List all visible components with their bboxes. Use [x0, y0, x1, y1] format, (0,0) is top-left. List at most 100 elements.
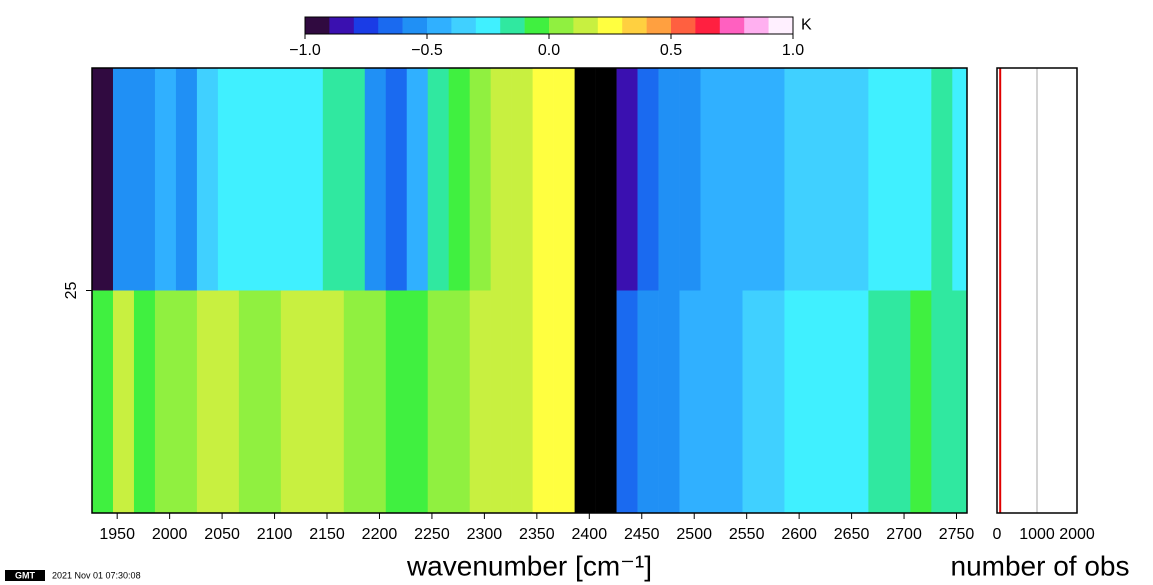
cell	[931, 290, 953, 513]
cell	[616, 68, 638, 291]
colorbar-swatch	[622, 17, 647, 34]
cell	[553, 68, 575, 291]
colorbar-swatch	[549, 17, 574, 34]
cell	[574, 290, 596, 513]
cell	[364, 68, 387, 291]
cell	[847, 68, 869, 291]
x-tick-label: 2500	[676, 526, 712, 543]
cell	[868, 290, 890, 513]
timestamp: 2021 Nov 01 07:30:08	[52, 570, 141, 580]
logo-box	[5, 570, 45, 581]
cell	[238, 290, 261, 513]
cell	[301, 68, 324, 291]
cell	[532, 68, 554, 291]
cell	[721, 290, 743, 513]
cell	[679, 68, 701, 291]
cell	[784, 290, 806, 513]
cell	[448, 290, 470, 513]
colorbar-label: K	[801, 17, 812, 34]
colorbar-swatch	[378, 17, 403, 34]
colorbar-swatch	[573, 17, 599, 34]
cell	[133, 68, 156, 291]
x-tick-label: 2000	[152, 526, 188, 543]
frame	[996, 67, 1078, 514]
cell	[385, 68, 408, 291]
cell	[259, 68, 282, 291]
colorbar-tick-label: 0.5	[660, 42, 682, 59]
colorbar-swatch	[329, 17, 355, 34]
colorbar-tick-label: 0.0	[538, 42, 560, 59]
cell	[595, 290, 617, 513]
cell	[490, 68, 512, 291]
cell	[826, 290, 848, 513]
cell	[679, 290, 701, 513]
colorbar-swatch	[353, 17, 379, 34]
colorbar-swatch	[695, 17, 721, 34]
cell	[511, 68, 533, 291]
cell	[952, 290, 968, 513]
colorbar-swatch	[646, 17, 672, 34]
cell	[700, 68, 722, 291]
cell	[343, 290, 366, 513]
cell	[574, 68, 596, 291]
x-tick-label: 2200	[362, 526, 398, 543]
cell	[364, 290, 387, 513]
colorbar-swatch	[597, 17, 623, 34]
cell	[490, 290, 512, 513]
cell	[92, 290, 114, 513]
cell	[322, 68, 345, 291]
colorbar-swatch	[524, 17, 550, 34]
x-tick-label: 2150	[309, 526, 345, 543]
colorbar-tick-label: −1.0	[289, 42, 321, 59]
cell	[196, 68, 219, 291]
cell	[112, 68, 135, 291]
cell	[910, 68, 932, 291]
cell	[658, 68, 680, 291]
x-axis-label: number of obs	[951, 550, 1130, 581]
cell	[427, 68, 450, 291]
colorbar-swatch	[451, 17, 477, 34]
cell	[595, 68, 617, 291]
cell	[92, 68, 114, 291]
cell	[133, 290, 156, 513]
cell	[742, 68, 764, 291]
x-tick-label: 2400	[572, 526, 608, 543]
x-tick-label: 1950	[99, 526, 135, 543]
cell	[196, 290, 219, 513]
cell	[868, 68, 890, 291]
cell	[910, 290, 932, 513]
cell	[637, 68, 659, 291]
x-tick-label: 1000	[1019, 526, 1055, 543]
cell	[175, 290, 198, 513]
colorbar-swatch	[475, 17, 501, 34]
x-tick-label: 2700	[886, 526, 922, 543]
colorbar-swatch	[671, 17, 696, 34]
colorbar-tick-label: −0.5	[411, 42, 443, 59]
cell	[343, 68, 366, 291]
cell	[763, 290, 785, 513]
colorbar-swatch	[402, 17, 428, 34]
cell	[805, 290, 827, 513]
colorbar-swatch	[768, 17, 794, 34]
cell	[511, 290, 533, 513]
cell	[658, 290, 680, 513]
cell	[553, 290, 575, 513]
x-tick-label: 2000	[1059, 526, 1095, 543]
x-tick-label: 2550	[729, 526, 765, 543]
cell	[280, 290, 303, 513]
x-tick-label: 2350	[519, 526, 555, 543]
cell	[427, 290, 450, 513]
cell	[469, 290, 491, 513]
cell	[448, 68, 470, 291]
y-tick-label: 25	[63, 282, 80, 300]
colorbar-swatch	[305, 17, 330, 34]
x-tick-label: 2750	[939, 526, 975, 543]
cell	[784, 68, 806, 291]
cell	[826, 68, 848, 291]
cell	[952, 68, 968, 291]
cell	[469, 68, 491, 291]
x-axis-label: wavenumber [cm⁻¹]	[406, 550, 652, 581]
cell	[532, 290, 554, 513]
cell	[742, 290, 764, 513]
cell	[889, 68, 911, 291]
